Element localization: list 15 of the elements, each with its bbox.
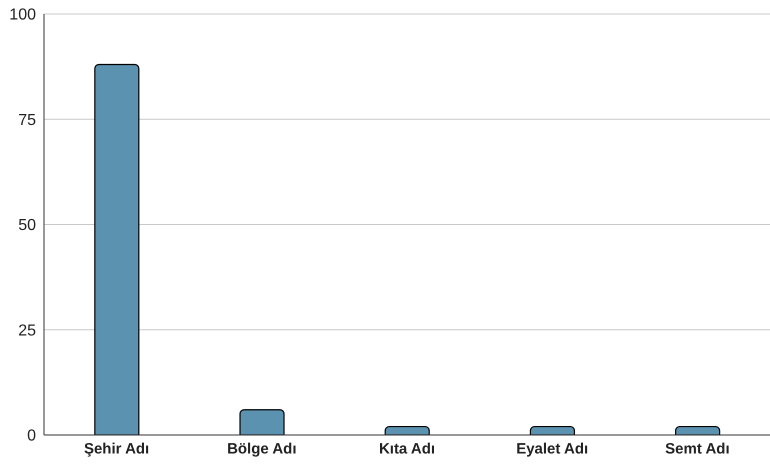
bar <box>239 409 285 435</box>
y-tick-label: 50 <box>18 217 36 234</box>
bar <box>384 426 430 435</box>
x-tick-label: Şehir Adı <box>84 440 150 458</box>
bar <box>530 426 576 435</box>
y-tick-label: 0 <box>27 428 36 445</box>
x-tick-label: Semt Adı <box>665 440 730 458</box>
x-tick-label: Bölge Adı <box>227 440 297 458</box>
x-tick-label: Kıta Adı <box>378 440 436 458</box>
y-tick-label: 25 <box>18 322 36 340</box>
bar <box>94 64 140 435</box>
y-tick-label: 75 <box>18 112 36 129</box>
x-tick-label: Eyalet Adı <box>516 440 588 458</box>
y-tick-label: 100 <box>9 6 36 24</box>
bar <box>675 426 720 435</box>
